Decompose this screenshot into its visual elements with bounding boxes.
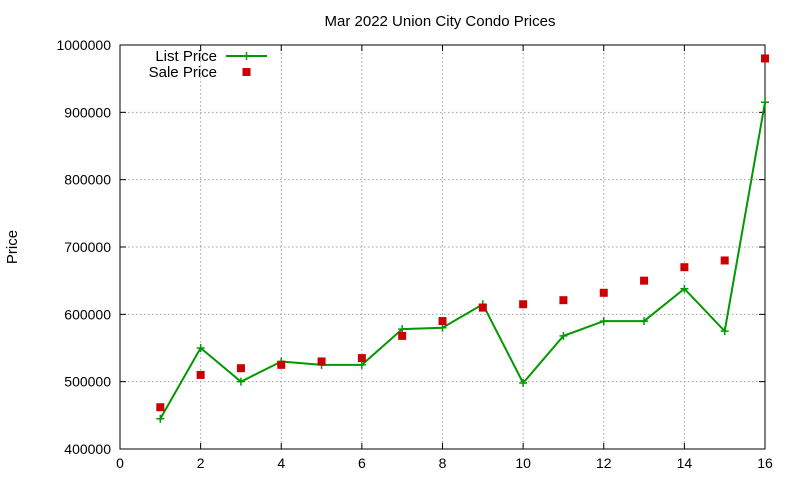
list-price-point	[519, 379, 528, 388]
ticks-layer: 0 2 4 6 8 10 12 14 16 400000 500000 600000 700000 800…	[56, 37, 773, 471]
legend: List Price Sale Price	[149, 48, 267, 81]
x-tick-label: 6	[358, 455, 366, 471]
legend-label-list-price: List Price	[155, 48, 217, 65]
y-tick-label: 500000	[64, 374, 111, 390]
y-tick-label: 1000000	[56, 37, 111, 53]
x-tick-label: 8	[439, 455, 447, 471]
list-price-point	[559, 331, 568, 340]
sale-price-point	[277, 360, 286, 369]
list-price-point	[156, 414, 165, 423]
grid-layer	[120, 45, 765, 449]
x-tick-label: 4	[277, 455, 285, 471]
chart-title: Mar 2022 Union City Condo Prices	[325, 13, 556, 30]
list-price-point	[761, 98, 769, 107]
x-tick-label: 12	[596, 455, 612, 471]
sale-price-point	[357, 354, 366, 363]
legend-swatches	[226, 52, 267, 76]
list-price-point	[438, 323, 447, 332]
sale-price-point	[236, 364, 245, 373]
list-price-point	[720, 327, 729, 336]
sale-price-point	[680, 263, 689, 272]
sale-price-point	[478, 303, 487, 312]
sale-price-point	[156, 403, 165, 412]
list-price-line	[159, 102, 766, 420]
list-price-point	[680, 284, 689, 293]
series-layer	[156, 54, 769, 423]
x-tick-label: 16	[757, 455, 773, 471]
list-price-point	[640, 317, 649, 326]
legend-label-sale-price: Sale Price	[149, 64, 217, 81]
sale-price-point	[519, 300, 528, 309]
y-axis-label: Price	[4, 230, 21, 264]
sale-price-point	[559, 296, 568, 305]
x-tick-label: 2	[197, 455, 205, 471]
sale-price-point	[599, 288, 608, 297]
legend-swatch-sale-price	[242, 68, 251, 76]
sale-price-point	[761, 54, 769, 63]
list-price-point	[599, 317, 608, 326]
list-price-point	[357, 360, 366, 369]
x-tick-label: 10	[515, 455, 531, 471]
sale-price-point	[438, 317, 447, 326]
y-tick-label: 800000	[64, 172, 111, 188]
list-price-point	[398, 325, 407, 334]
legend-marker-list-price	[242, 52, 251, 60]
x-tick-label: 0	[116, 455, 124, 471]
sale-price-point	[196, 370, 205, 379]
list-price-point	[196, 344, 205, 352]
y-tick-label: 400000	[64, 441, 111, 457]
sale-price-point	[317, 357, 326, 366]
list-price-point	[236, 377, 245, 386]
sale-price-point	[398, 331, 407, 340]
sale-price-point	[640, 276, 649, 285]
sale-price-point	[720, 256, 729, 265]
y-tick-label: 900000	[64, 104, 111, 120]
y-tick-label: 700000	[64, 239, 111, 255]
y-tick-label: 600000	[64, 306, 111, 322]
x-tick-label: 14	[677, 455, 693, 471]
